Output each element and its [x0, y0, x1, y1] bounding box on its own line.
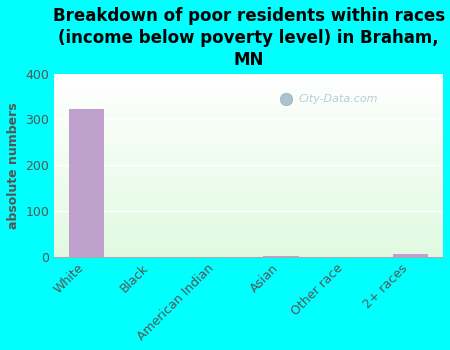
- Y-axis label: absolute numbers: absolute numbers: [7, 102, 20, 229]
- Text: City-Data.com: City-Data.com: [298, 94, 378, 104]
- Bar: [69, 109, 104, 257]
- Title: Breakdown of poor residents within races
(income below poverty level) in Braham,: Breakdown of poor residents within races…: [53, 7, 445, 69]
- Bar: [263, 256, 299, 257]
- Bar: [393, 254, 428, 257]
